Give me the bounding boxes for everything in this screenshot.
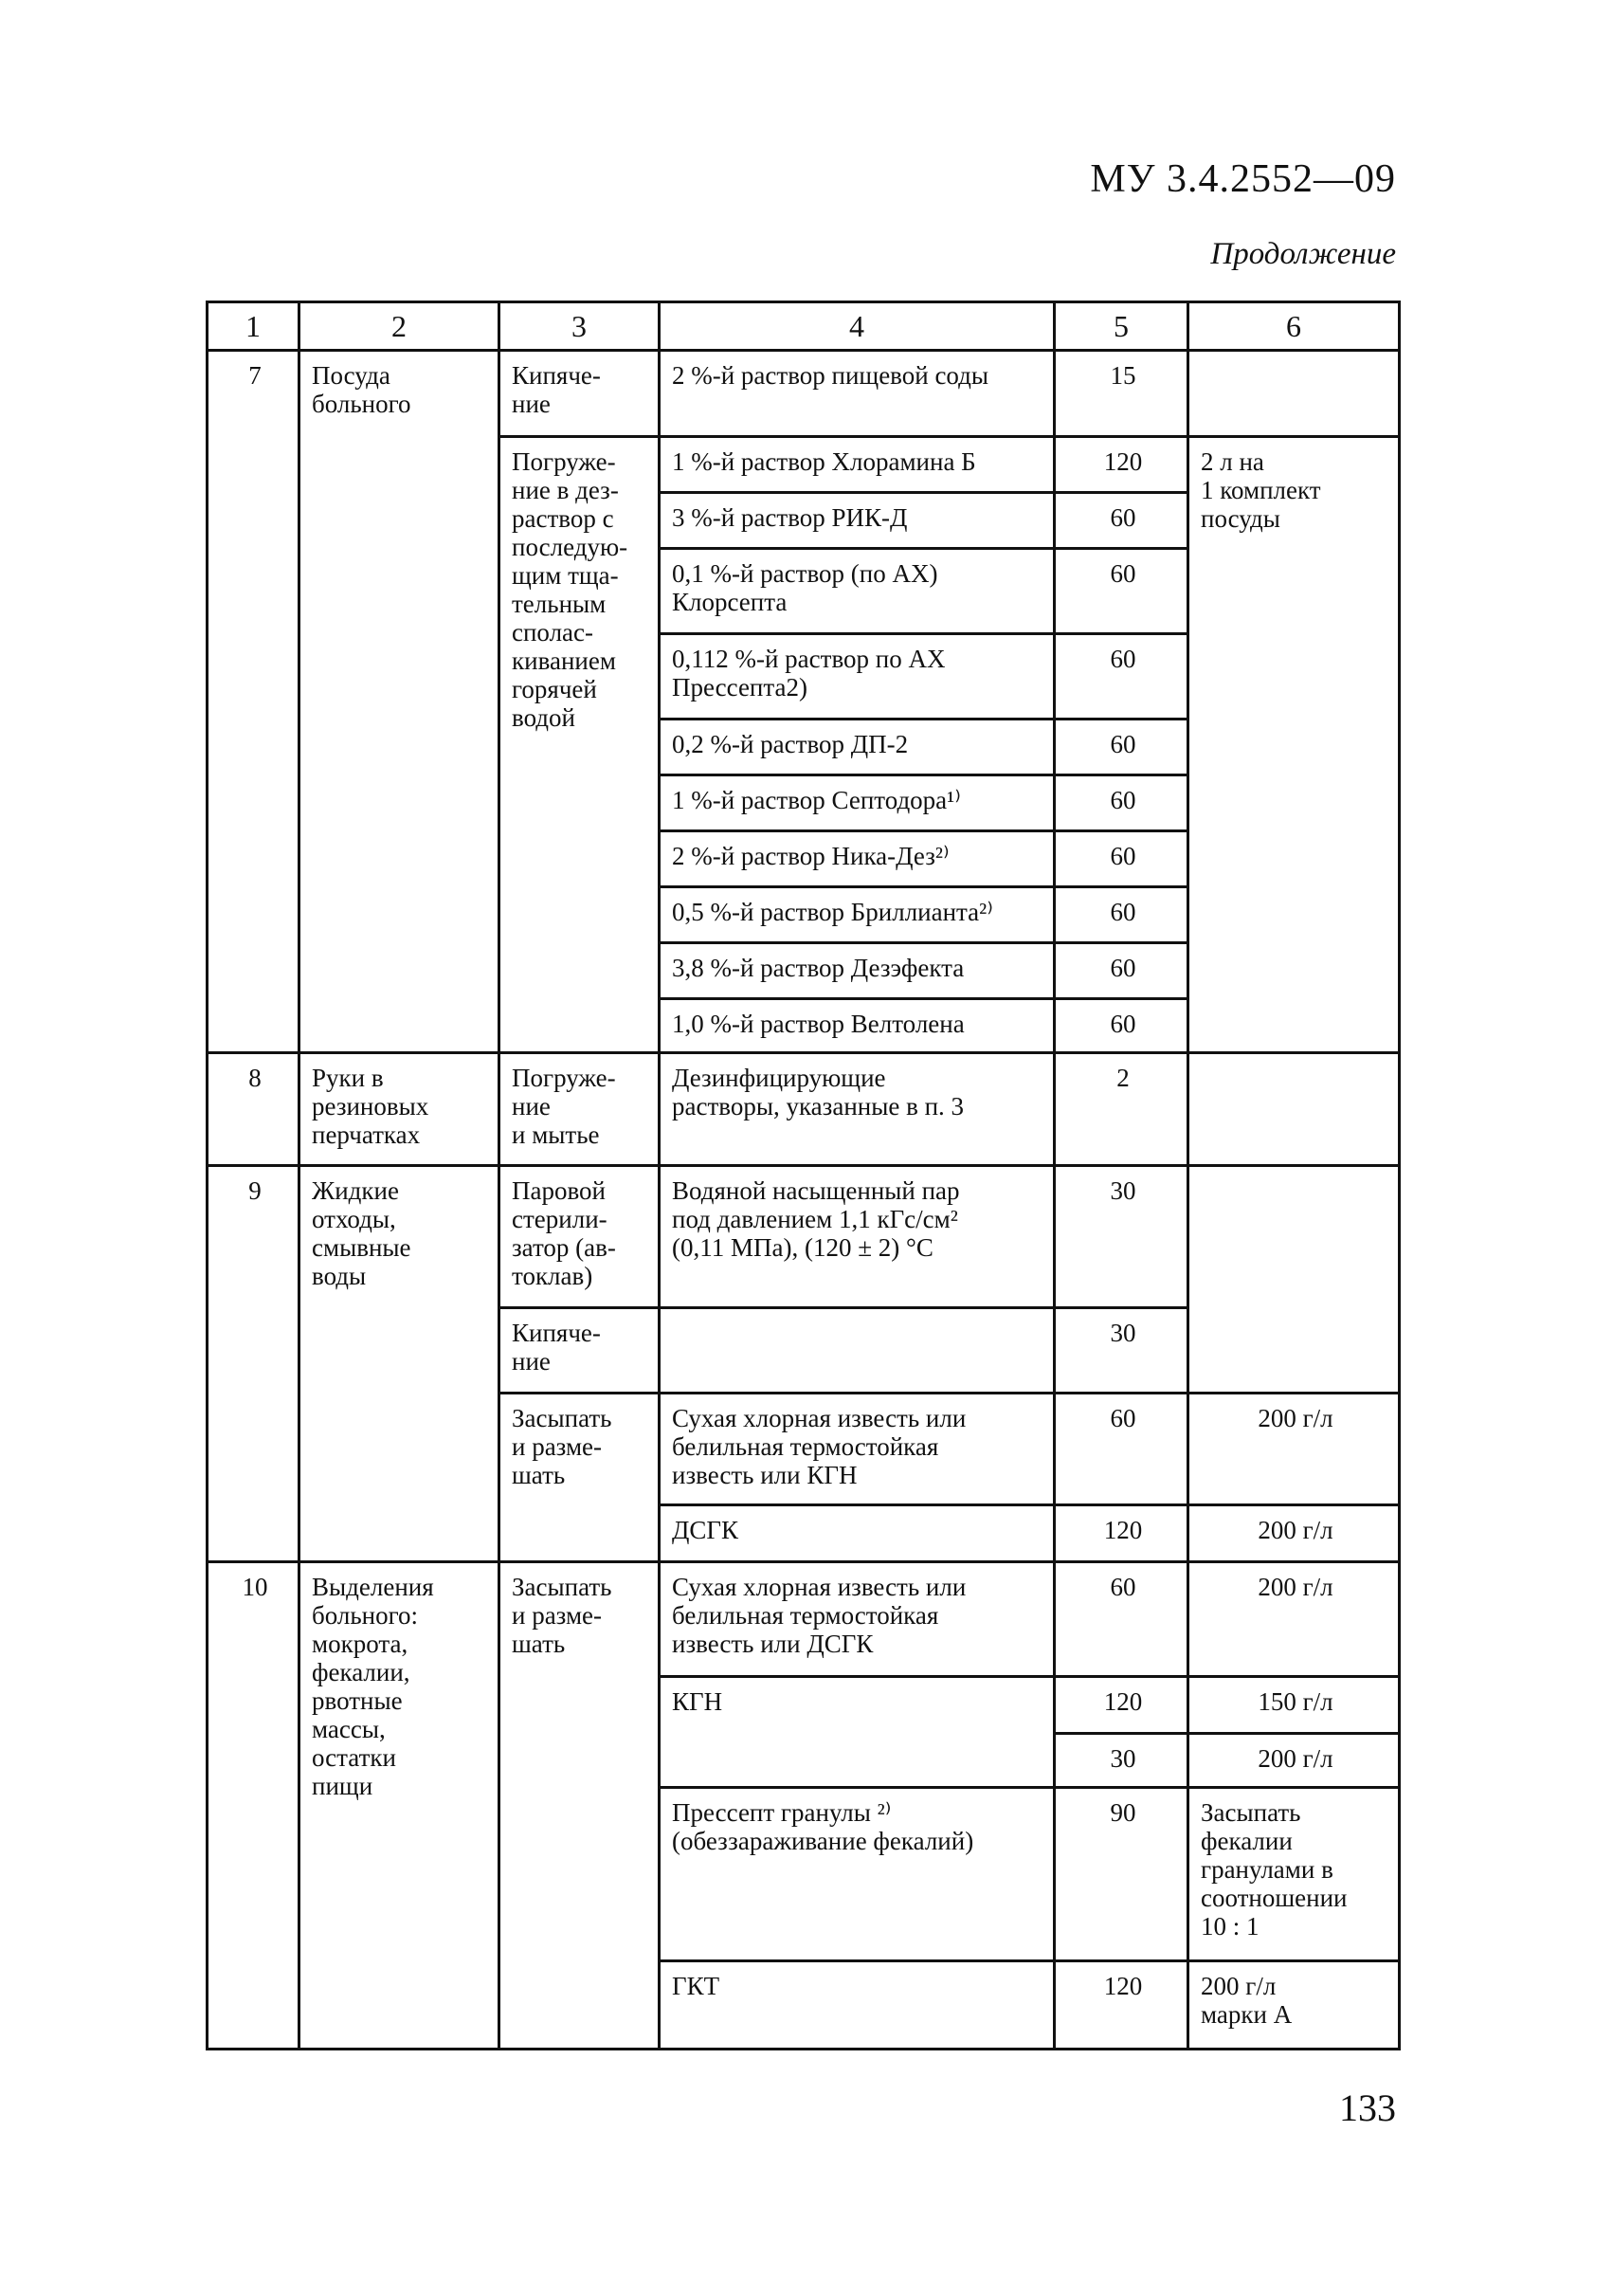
- table-row: ДСГК 120 200 г/л: [208, 1503, 1401, 1563]
- agent-cell: Сухая хлорная известь или белильная терм…: [658, 1392, 1056, 1506]
- time-cell: 60: [1053, 941, 1189, 1000]
- page-number: 133: [1339, 2086, 1396, 2129]
- table-row: 3,8 %-й раствор Дезэфекта 60: [208, 941, 1400, 1000]
- time-cell: 120: [1053, 1959, 1189, 2050]
- method-cell: Погруже- ние и мытье: [498, 1051, 661, 1167]
- agent-cell: Водяной насыщенный пар под давлением 1,1…: [658, 1164, 1056, 1309]
- table-row: 0,112 %-й раствор по АХ Прессепта2) 60: [208, 632, 1400, 720]
- norm-cell: [1187, 1051, 1401, 1167]
- table-row: КГН 120 150 г/л: [208, 1675, 1401, 1789]
- time-cell: 30: [1053, 1164, 1189, 1309]
- table-row: 0,1 %-й раствор (по АХ) Клорсепта 60: [208, 547, 1400, 635]
- norm-cell: 200 г/л: [1187, 1560, 1401, 1678]
- continuation-label: Продолжение: [1210, 237, 1396, 271]
- agent-cell: КГН: [658, 1675, 1056, 1789]
- table-row: Прессепт гранулы ²⁾ (обеззараживание фек…: [208, 1786, 1401, 1962]
- table-row: 8 Руки в резиновых перчатках Погруже- ни…: [206, 1051, 1401, 1167]
- column-header: 1: [206, 301, 300, 352]
- row-number: 9: [206, 1164, 300, 1563]
- column-header: 3: [498, 301, 661, 352]
- agent-cell: ДСГК: [658, 1503, 1056, 1563]
- time-cell: 60: [1053, 1560, 1189, 1678]
- time-cell: 60: [1053, 829, 1189, 888]
- time-cell: 120: [1053, 1675, 1189, 1735]
- norm-cell: Засыпать фекалии гранулами в соотношении…: [1187, 1786, 1401, 1962]
- agent-cell: 2 %-й раствор Ника-Дез²⁾: [658, 829, 1056, 888]
- table-row: 9 Жидкие отходы, смывные воды Паровой ст…: [206, 1164, 1401, 1563]
- norm-cell: [1187, 1164, 1401, 1394]
- agent-cell: 0,5 %-й раствор Бриллианта²⁾: [658, 885, 1056, 944]
- agent-cell: 3 %-й раствор РИК-Д: [658, 491, 1056, 550]
- agent-cell: 3,8 %-й раствор Дезэфекта: [658, 941, 1056, 1000]
- table-row: 3 %-й раствор РИК-Д 60: [208, 491, 1400, 550]
- time-cell: 60: [1053, 885, 1189, 944]
- row-number: 8: [206, 1051, 300, 1167]
- column-header: 6: [1187, 301, 1401, 352]
- time-cell: 60: [1053, 491, 1189, 550]
- norm-cell: 200 г/л: [1187, 1732, 1401, 1789]
- time-cell: 120: [1053, 435, 1189, 494]
- column-header: 4: [658, 301, 1056, 352]
- table-row: Погруже- ние в дез- раствор с последую- …: [208, 435, 1401, 1054]
- method-cell: Кипяче- ние: [498, 349, 661, 438]
- table-row: Кипяче- ние 30: [208, 1306, 1400, 1394]
- agent-cell: ГКТ: [658, 1959, 1056, 2050]
- time-cell: 15: [1053, 349, 1189, 438]
- agent-cell: 1 %-й раствор Септодора¹⁾: [658, 774, 1056, 832]
- time-cell: 60: [1053, 997, 1189, 1054]
- time-cell: 60: [1053, 1392, 1189, 1506]
- table-row: 0,2 %-й раствор ДП-2 60: [208, 718, 1400, 776]
- object-cell: Руки в резиновых перчатках: [298, 1051, 500, 1167]
- table-row: ГКТ 120 200 г/л марки А: [208, 1959, 1401, 2050]
- method-cell: Кипяче- ние: [498, 1306, 661, 1394]
- column-header: 2: [298, 301, 500, 352]
- agent-cell: 1,0 %-й раствор Велтолена: [658, 997, 1056, 1054]
- time-cell: 120: [1053, 1503, 1189, 1563]
- document-code: МУ 3.4.2552—09: [1090, 157, 1396, 201]
- agent-cell: 2 %-й раствор пищевой соды: [658, 349, 1056, 438]
- method-cell: Засыпать и разме- шать: [498, 1392, 661, 1563]
- norm-cell: 200 г/л марки А: [1187, 1959, 1401, 2050]
- column-header: 5: [1053, 301, 1189, 352]
- agent-cell: [658, 1306, 1056, 1394]
- method-cell: Паровой стерили- затор (ав- токлав): [498, 1164, 661, 1309]
- time-cell: 60: [1053, 774, 1189, 832]
- disinfection-table: 1 2 3 4 5 6 7 Посуда больного Кипяче- ни…: [206, 301, 1401, 2050]
- norm-cell: 2 л на 1 комплект посуды: [1187, 435, 1401, 1054]
- agent-cell: Сухая хлорная известь или белильная терм…: [658, 1560, 1056, 1678]
- table-row: 1,0 %-й раствор Велтолена 60: [208, 997, 1400, 1054]
- time-cell: 60: [1053, 632, 1189, 720]
- method-cell: Погруже- ние в дез- раствор с последую- …: [498, 435, 661, 1054]
- time-cell: 60: [1053, 547, 1189, 635]
- agent-cell: Дезинфицирующие растворы, указанные в п.…: [658, 1051, 1056, 1167]
- agent-cell: 0,1 %-й раствор (по АХ) Клорсепта: [658, 547, 1056, 635]
- time-cell: 60: [1053, 718, 1189, 776]
- method-cell: Засыпать и разме- шать: [498, 1560, 661, 2050]
- table-row: 0,5 %-й раствор Бриллианта²⁾ 60: [208, 885, 1400, 944]
- object-cell: Жидкие отходы, смывные воды: [298, 1164, 500, 1563]
- table-row: 10 Выделения больного: мокрота, фекалии,…: [206, 1560, 1401, 2050]
- time-cell: 30: [1053, 1732, 1189, 1789]
- table-row: 1 %-й раствор Септодора¹⁾ 60: [208, 774, 1400, 832]
- agent-cell: 0,2 %-й раствор ДП-2: [658, 718, 1056, 776]
- norm-cell: 200 г/л: [1187, 1392, 1401, 1506]
- agent-cell: 1 %-й раствор Хлорамина Б: [658, 435, 1056, 494]
- time-cell: 90: [1053, 1786, 1189, 1962]
- norm-cell: 200 г/л: [1187, 1503, 1401, 1563]
- object-cell: Посуда больного: [298, 349, 500, 1054]
- time-cell: 30: [1053, 1306, 1189, 1394]
- agent-cell: Прессепт гранулы ²⁾ (обеззараживание фек…: [658, 1786, 1056, 1962]
- table-row: 30 200 г/л: [208, 1732, 1401, 1789]
- table-row: 2 %-й раствор Ника-Дез²⁾ 60: [208, 829, 1400, 888]
- table-row: 7 Посуда больного Кипяче- ние 2 %-й раст…: [206, 349, 1401, 1054]
- row-number: 7: [206, 349, 300, 1054]
- time-cell: 2: [1053, 1051, 1189, 1167]
- row-number: 10: [206, 1560, 300, 2050]
- agent-cell: 0,112 %-й раствор по АХ Прессепта2): [658, 632, 1056, 720]
- norm-cell: [1187, 349, 1401, 438]
- table-row: Засыпать и разме- шать Сухая хлорная изв…: [208, 1392, 1401, 1563]
- header-row: 1 2 3 4 5 6: [206, 301, 1401, 352]
- norm-cell: 150 г/л: [1187, 1675, 1401, 1735]
- object-cell: Выделения больного: мокрота, фекалии, рв…: [298, 1560, 500, 2050]
